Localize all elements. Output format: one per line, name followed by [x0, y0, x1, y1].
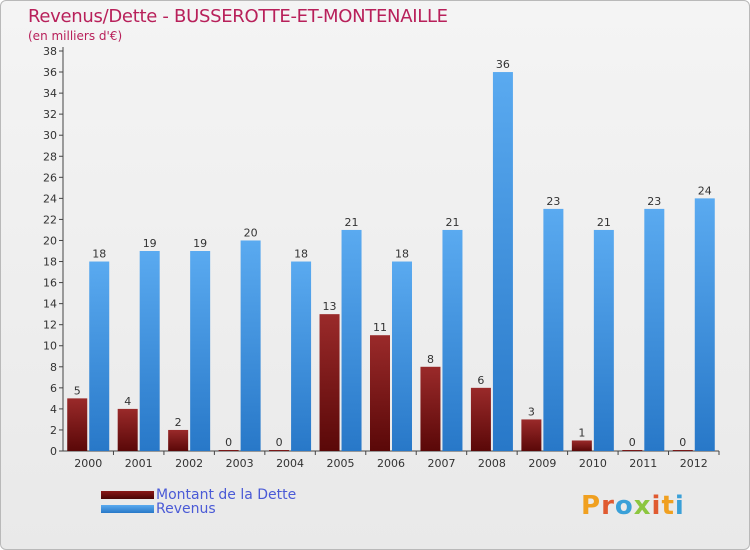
data-label-revenus: 36 — [496, 58, 510, 71]
data-label-dette: 0 — [225, 436, 232, 449]
bar-dette — [470, 387, 491, 451]
bar-dette — [672, 450, 693, 451]
y-tick-label: 12 — [43, 319, 57, 332]
x-tick-label: 2007 — [427, 457, 455, 470]
data-label-dette: 8 — [427, 353, 434, 366]
bar-revenus — [240, 240, 261, 451]
x-tick-label: 2002 — [175, 457, 203, 470]
data-label-revenus: 23 — [546, 195, 560, 208]
bar-revenus — [341, 229, 362, 451]
x-tick-label: 2003 — [226, 457, 254, 470]
bar-revenus — [644, 208, 665, 451]
y-tick-label: 4 — [50, 403, 57, 416]
bar-dette — [168, 429, 189, 451]
data-label-dette: 1 — [578, 426, 585, 439]
data-label-dette: 5 — [74, 384, 81, 397]
y-tick-label: 20 — [43, 234, 57, 247]
data-label-revenus: 21 — [597, 216, 611, 229]
bar-dette — [269, 450, 290, 451]
data-label-revenus: 18 — [294, 248, 308, 261]
data-label-revenus: 19 — [193, 237, 207, 250]
data-label-revenus: 21 — [445, 216, 459, 229]
bar-revenus — [492, 72, 513, 451]
y-tick-label: 18 — [43, 256, 57, 269]
data-label-revenus: 21 — [345, 216, 359, 229]
data-label-dette: 0 — [276, 436, 283, 449]
data-label-dette: 2 — [175, 416, 182, 429]
data-label-revenus: 18 — [92, 248, 106, 261]
bar-revenus — [291, 261, 312, 451]
data-label-revenus: 24 — [698, 184, 712, 197]
bar-dette — [571, 440, 592, 451]
data-label-dette: 3 — [528, 405, 535, 418]
data-label-dette: 4 — [124, 395, 131, 408]
bar-dette — [67, 398, 88, 451]
data-label-revenus: 18 — [395, 248, 409, 261]
y-tick-label: 22 — [43, 213, 57, 226]
x-tick-label: 2001 — [125, 457, 153, 470]
bar-revenus — [543, 208, 564, 451]
y-tick-label: 24 — [43, 192, 57, 205]
y-tick-label: 30 — [43, 129, 57, 142]
x-tick-label: 2010 — [579, 457, 607, 470]
bar-revenus — [139, 251, 160, 451]
legend-swatch-revenus — [101, 505, 154, 513]
x-tick-label: 2008 — [478, 457, 506, 470]
data-label-dette: 0 — [679, 436, 686, 449]
y-tick-label: 10 — [43, 340, 57, 353]
chart-title: Revenus/Dette - BUSSEROTTE-ET-MONTENAILL… — [28, 6, 448, 27]
y-tick-label: 16 — [43, 277, 57, 290]
bar-revenus — [694, 198, 715, 451]
bar-dette — [319, 314, 340, 451]
y-tick-label: 6 — [50, 382, 57, 395]
y-tick-label: 8 — [50, 361, 57, 374]
x-tick-label: 2005 — [327, 457, 355, 470]
bar-dette — [622, 450, 643, 451]
legend-label-debt: Montant de la Dette — [156, 487, 297, 503]
y-tick-label: 32 — [43, 108, 57, 121]
x-tick-label: 2006 — [377, 457, 405, 470]
data-label-dette: 13 — [323, 300, 337, 313]
legend-label-revenus: Revenus — [156, 501, 216, 517]
y-tick-label: 28 — [43, 150, 57, 163]
bar-dette — [420, 366, 441, 451]
x-tick-label: 2000 — [74, 457, 102, 470]
data-label-revenus: 19 — [143, 237, 157, 250]
y-tick-label: 38 — [43, 45, 57, 58]
bar-dette — [218, 450, 239, 451]
data-label-revenus: 20 — [244, 226, 258, 239]
y-tick-label: 36 — [43, 66, 57, 79]
data-label-dette: 11 — [373, 321, 387, 334]
bar-revenus — [392, 261, 412, 451]
x-tick-label: 2012 — [680, 457, 708, 470]
y-tick-label: 0 — [50, 445, 57, 458]
legend-item-revenus: Revenus — [101, 501, 216, 517]
data-label-revenus: 23 — [647, 195, 661, 208]
y-tick-label: 34 — [43, 87, 57, 100]
y-tick-label: 14 — [43, 298, 57, 311]
x-tick-label: 2009 — [528, 457, 556, 470]
bar-dette — [370, 335, 390, 451]
legend-swatch-debt — [101, 491, 154, 499]
x-tick-label: 2011 — [629, 457, 657, 470]
chart-subtitle: (en milliers d'€) — [28, 29, 123, 43]
data-label-dette: 0 — [629, 436, 636, 449]
bar-revenus — [190, 251, 211, 451]
y-tick-label: 2 — [50, 424, 57, 437]
bar-revenus — [593, 229, 614, 451]
y-tick-label: 26 — [43, 171, 57, 184]
x-tick-label: 2004 — [276, 457, 304, 470]
bar-revenus — [442, 229, 463, 451]
data-label-dette: 6 — [477, 374, 484, 387]
bar-revenus — [89, 261, 110, 451]
bar-dette — [117, 408, 138, 451]
legend-item-debt: Montant de la Dette — [101, 487, 296, 503]
proxiti-logo: Proxiti — [581, 491, 685, 521]
bar-dette — [521, 419, 542, 451]
